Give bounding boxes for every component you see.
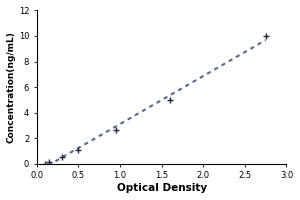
Y-axis label: Concentration(ng/mL): Concentration(ng/mL) (7, 31, 16, 143)
X-axis label: Optical Density: Optical Density (117, 183, 207, 193)
